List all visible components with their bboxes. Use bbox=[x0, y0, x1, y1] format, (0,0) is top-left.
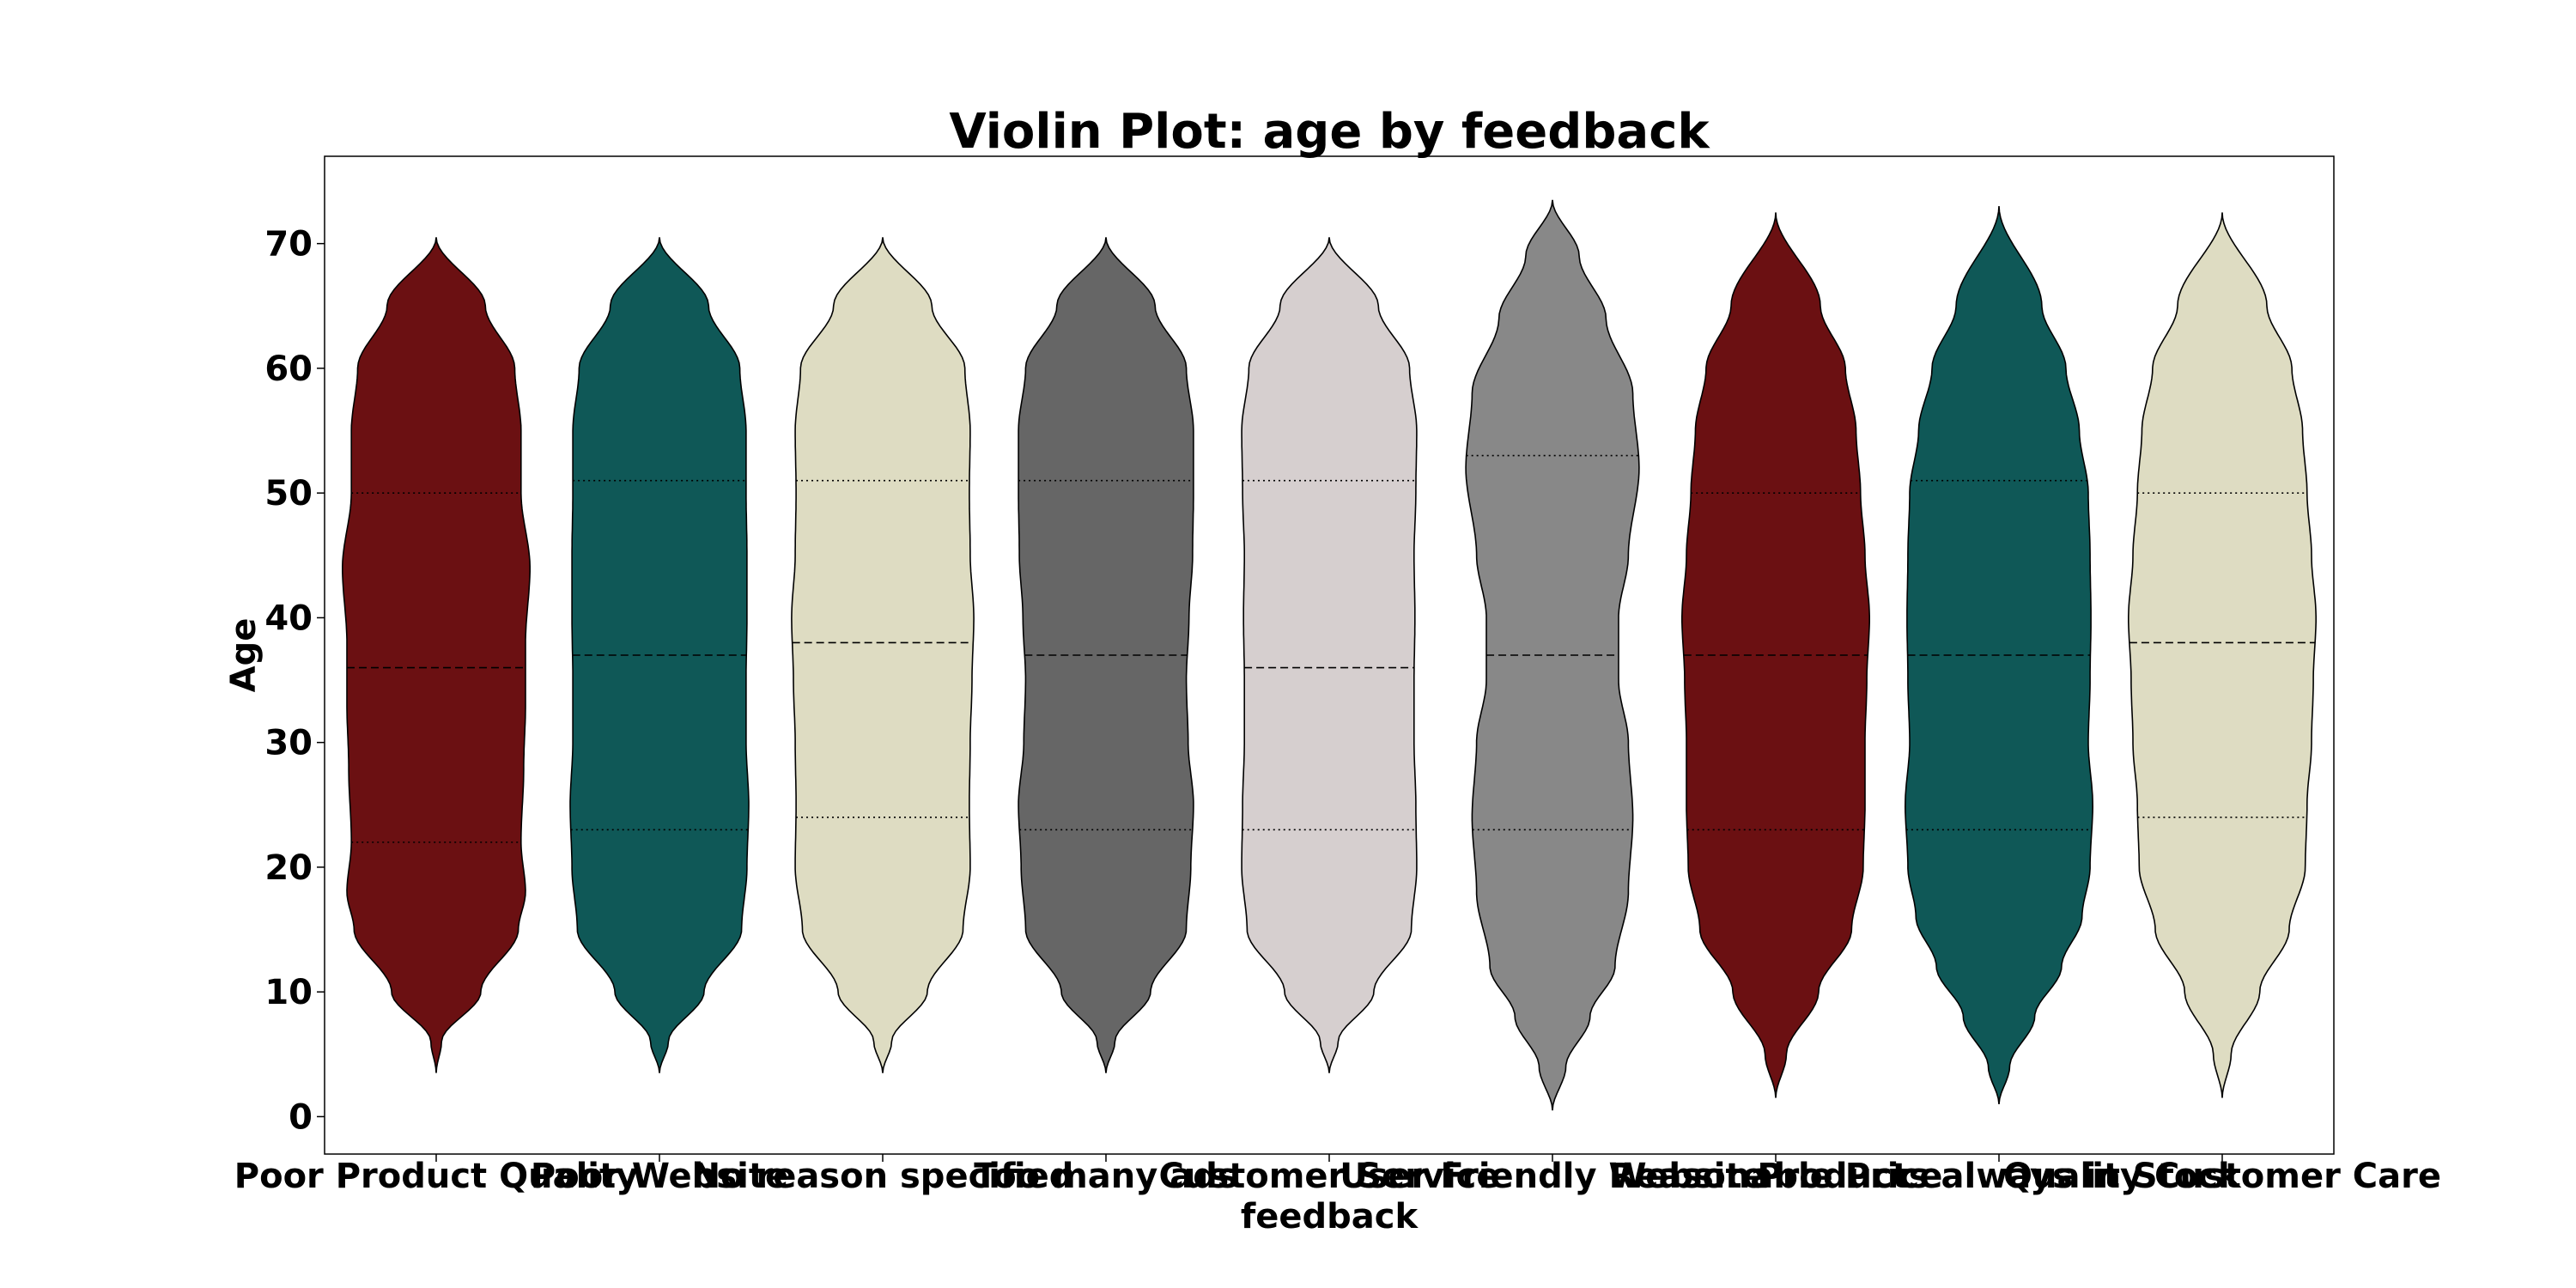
violins-group bbox=[342, 199, 2317, 1111]
x-tick-label: Reasonable Price bbox=[1609, 1157, 1943, 1196]
y-tick-label: 20 bbox=[264, 848, 313, 888]
chart-title: Violin Plot: age by feedback bbox=[949, 104, 1710, 160]
violin-1 bbox=[342, 237, 531, 1073]
violin-8 bbox=[1904, 206, 2094, 1104]
violin-5 bbox=[1241, 237, 1418, 1073]
y-tick-label: 0 bbox=[289, 1097, 313, 1137]
y-tick-label: 30 bbox=[264, 724, 313, 763]
x-tick-label: User Friendly Website bbox=[1340, 1157, 1765, 1196]
x-tick-label: Customer Service bbox=[1159, 1157, 1500, 1196]
x-tick-label: No reason specified bbox=[692, 1157, 1074, 1196]
violin-7 bbox=[1681, 212, 1870, 1098]
x-axis-label: feedback bbox=[1241, 1197, 1419, 1236]
violin-4 bbox=[1018, 237, 1194, 1073]
violin-body bbox=[1681, 212, 1870, 1098]
x-tick-label: Products always in Stock bbox=[1757, 1157, 2242, 1196]
violin-body bbox=[791, 237, 975, 1073]
x-tick-label: Poor Product Quality bbox=[234, 1157, 638, 1196]
y-axis: 0 10 20 30 40 50 60 70 bbox=[264, 225, 325, 1137]
violin-2 bbox=[569, 237, 750, 1073]
x-tick-label: Too many ads bbox=[974, 1157, 1237, 1196]
violin-body bbox=[1241, 237, 1418, 1073]
y-axis-label: Age bbox=[224, 618, 264, 693]
y-tick-label: 10 bbox=[264, 973, 313, 1012]
x-tick-label: Quality Customer Care bbox=[2003, 1157, 2441, 1196]
y-tick-label: 40 bbox=[264, 598, 313, 638]
violin-body bbox=[342, 237, 531, 1073]
y-tick-label: 70 bbox=[264, 225, 313, 264]
violin-6 bbox=[1465, 199, 1640, 1111]
violin-9 bbox=[2128, 212, 2317, 1098]
y-tick-label: 50 bbox=[264, 474, 313, 513]
violin-body bbox=[2128, 212, 2317, 1098]
x-tick-label: Poor Website bbox=[531, 1157, 788, 1196]
violin-body bbox=[1018, 237, 1194, 1073]
y-tick-label: 60 bbox=[264, 349, 313, 389]
violin-3 bbox=[791, 237, 975, 1073]
